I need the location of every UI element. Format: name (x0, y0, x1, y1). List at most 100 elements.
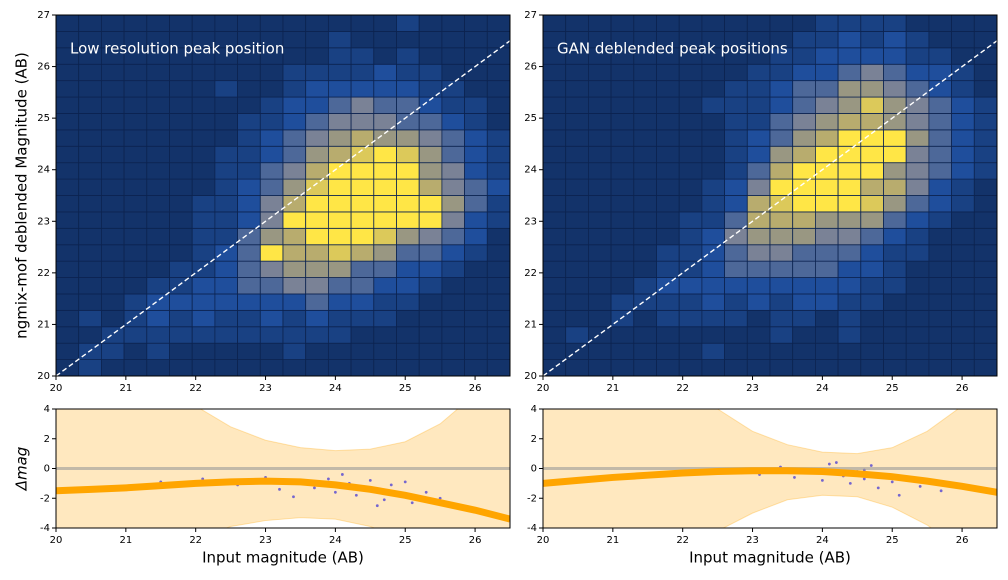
heatmap-cell (237, 15, 261, 32)
heatmap-cell (815, 260, 839, 278)
x-tick-label: 25 (886, 535, 899, 546)
heatmap-cell (441, 293, 465, 311)
heatmap-cell (883, 359, 907, 376)
heatmap-cell (678, 260, 703, 278)
heatmap-cell (792, 326, 816, 344)
scatter-point (382, 498, 386, 502)
heatmap-cell (951, 30, 975, 49)
heatmap-cell (588, 342, 612, 361)
scatter-point (313, 486, 316, 490)
heatmap-cell (701, 309, 726, 328)
heatmap-cell (724, 260, 748, 278)
heatmap-cell (282, 342, 307, 361)
heatmap-cell (214, 129, 238, 147)
heatmap-cell (883, 15, 907, 32)
heatmap-cell (724, 145, 748, 164)
x-tick-label: 22 (676, 383, 689, 394)
heatmap-cell (746, 359, 771, 376)
scatter-point (327, 477, 330, 481)
heatmap-cell (837, 326, 862, 344)
heatmap-cell (123, 293, 148, 311)
heatmap-cell (951, 178, 975, 196)
heatmap-cell (678, 244, 703, 262)
heatmap-cell (837, 113, 862, 131)
heatmap-cell (191, 211, 216, 229)
heatmap-cell (56, 162, 80, 180)
heatmap-cell (656, 113, 680, 131)
heatmap-cell (464, 178, 488, 196)
heatmap-cell (373, 96, 397, 114)
heatmap-cell (441, 15, 465, 32)
heatmap-cell (146, 309, 170, 328)
heatmap-cell (656, 145, 680, 164)
heatmap-cell (169, 80, 193, 98)
heatmap-cell (610, 342, 635, 361)
heatmap-cell (701, 15, 726, 32)
heatmap-cell (214, 162, 238, 180)
heatmap-cell (610, 293, 635, 311)
heatmap-cell (928, 145, 953, 164)
heatmap-cell (588, 309, 612, 328)
heatmap-cell (928, 195, 953, 213)
heatmap-cell (486, 195, 510, 213)
heatmap-cell (951, 145, 975, 164)
heatmap-cell (610, 63, 635, 82)
heatmap-cell (373, 277, 397, 295)
heatmap-cell (191, 15, 216, 32)
heatmap-cell (169, 15, 193, 32)
heatmap-cell (78, 260, 102, 278)
heatmap-cell (951, 129, 975, 147)
heatmap-cell (259, 211, 284, 229)
heatmap-cell (633, 244, 657, 262)
heatmap-cell (373, 30, 397, 49)
heatmap-cell (486, 342, 510, 361)
heatmap-cell (633, 309, 657, 328)
heatmap-cell (656, 162, 680, 180)
heatmap-cell (610, 195, 635, 213)
heatmap-cell (214, 96, 238, 114)
heatmap-cell (633, 211, 657, 229)
heatmap-cell (396, 30, 420, 49)
heatmap-cell (486, 277, 510, 295)
heatmap-cell (678, 293, 703, 311)
heatmap-cell (656, 211, 680, 229)
heatmap-cell (656, 195, 680, 213)
heatmap-cell (951, 342, 975, 361)
heatmap-cell (146, 211, 170, 229)
heatmap-cell (543, 178, 567, 196)
heatmap-cell (928, 342, 953, 361)
heatmap-cell (418, 145, 443, 164)
heatmap-cell (928, 113, 953, 131)
heatmap-cell (610, 96, 635, 114)
heatmap-cell (305, 342, 329, 361)
heatmap-cell (565, 326, 589, 344)
heatmap-cell (464, 145, 488, 164)
heatmap-cell (259, 63, 284, 82)
heatmap-cell (633, 178, 657, 196)
heatmap-cell (305, 293, 329, 311)
heatmap-cell (123, 129, 148, 147)
heatmap-cell (905, 227, 930, 246)
heatmap-cell (418, 342, 443, 361)
heatmap-cell (883, 244, 907, 262)
heatmap-cell (259, 342, 284, 361)
heatmap-cell (905, 342, 930, 361)
heatmap-cell (837, 244, 862, 262)
heatmap-cell (973, 277, 997, 295)
heatmap-cell (305, 277, 329, 295)
heatmap-cell (837, 47, 862, 65)
heatmap-cell (464, 195, 488, 213)
heatmap-cell (101, 211, 125, 229)
heatmap-cell (396, 162, 420, 180)
heatmap-cell (973, 47, 997, 65)
heatmap-cell (792, 195, 816, 213)
heatmap-cell (441, 309, 465, 328)
heatmap-cell (928, 326, 953, 344)
heatmap-cell (543, 129, 567, 147)
heatmap-cell (951, 47, 975, 65)
heatmap-cell (633, 342, 657, 361)
heatmap-cell (237, 96, 261, 114)
heatmap-cell (701, 227, 726, 246)
heatmap-cell (678, 145, 703, 164)
